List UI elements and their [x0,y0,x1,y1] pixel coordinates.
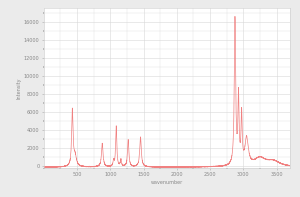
X-axis label: wavenumber: wavenumber [151,180,183,185]
Y-axis label: Intensity: Intensity [16,77,21,99]
